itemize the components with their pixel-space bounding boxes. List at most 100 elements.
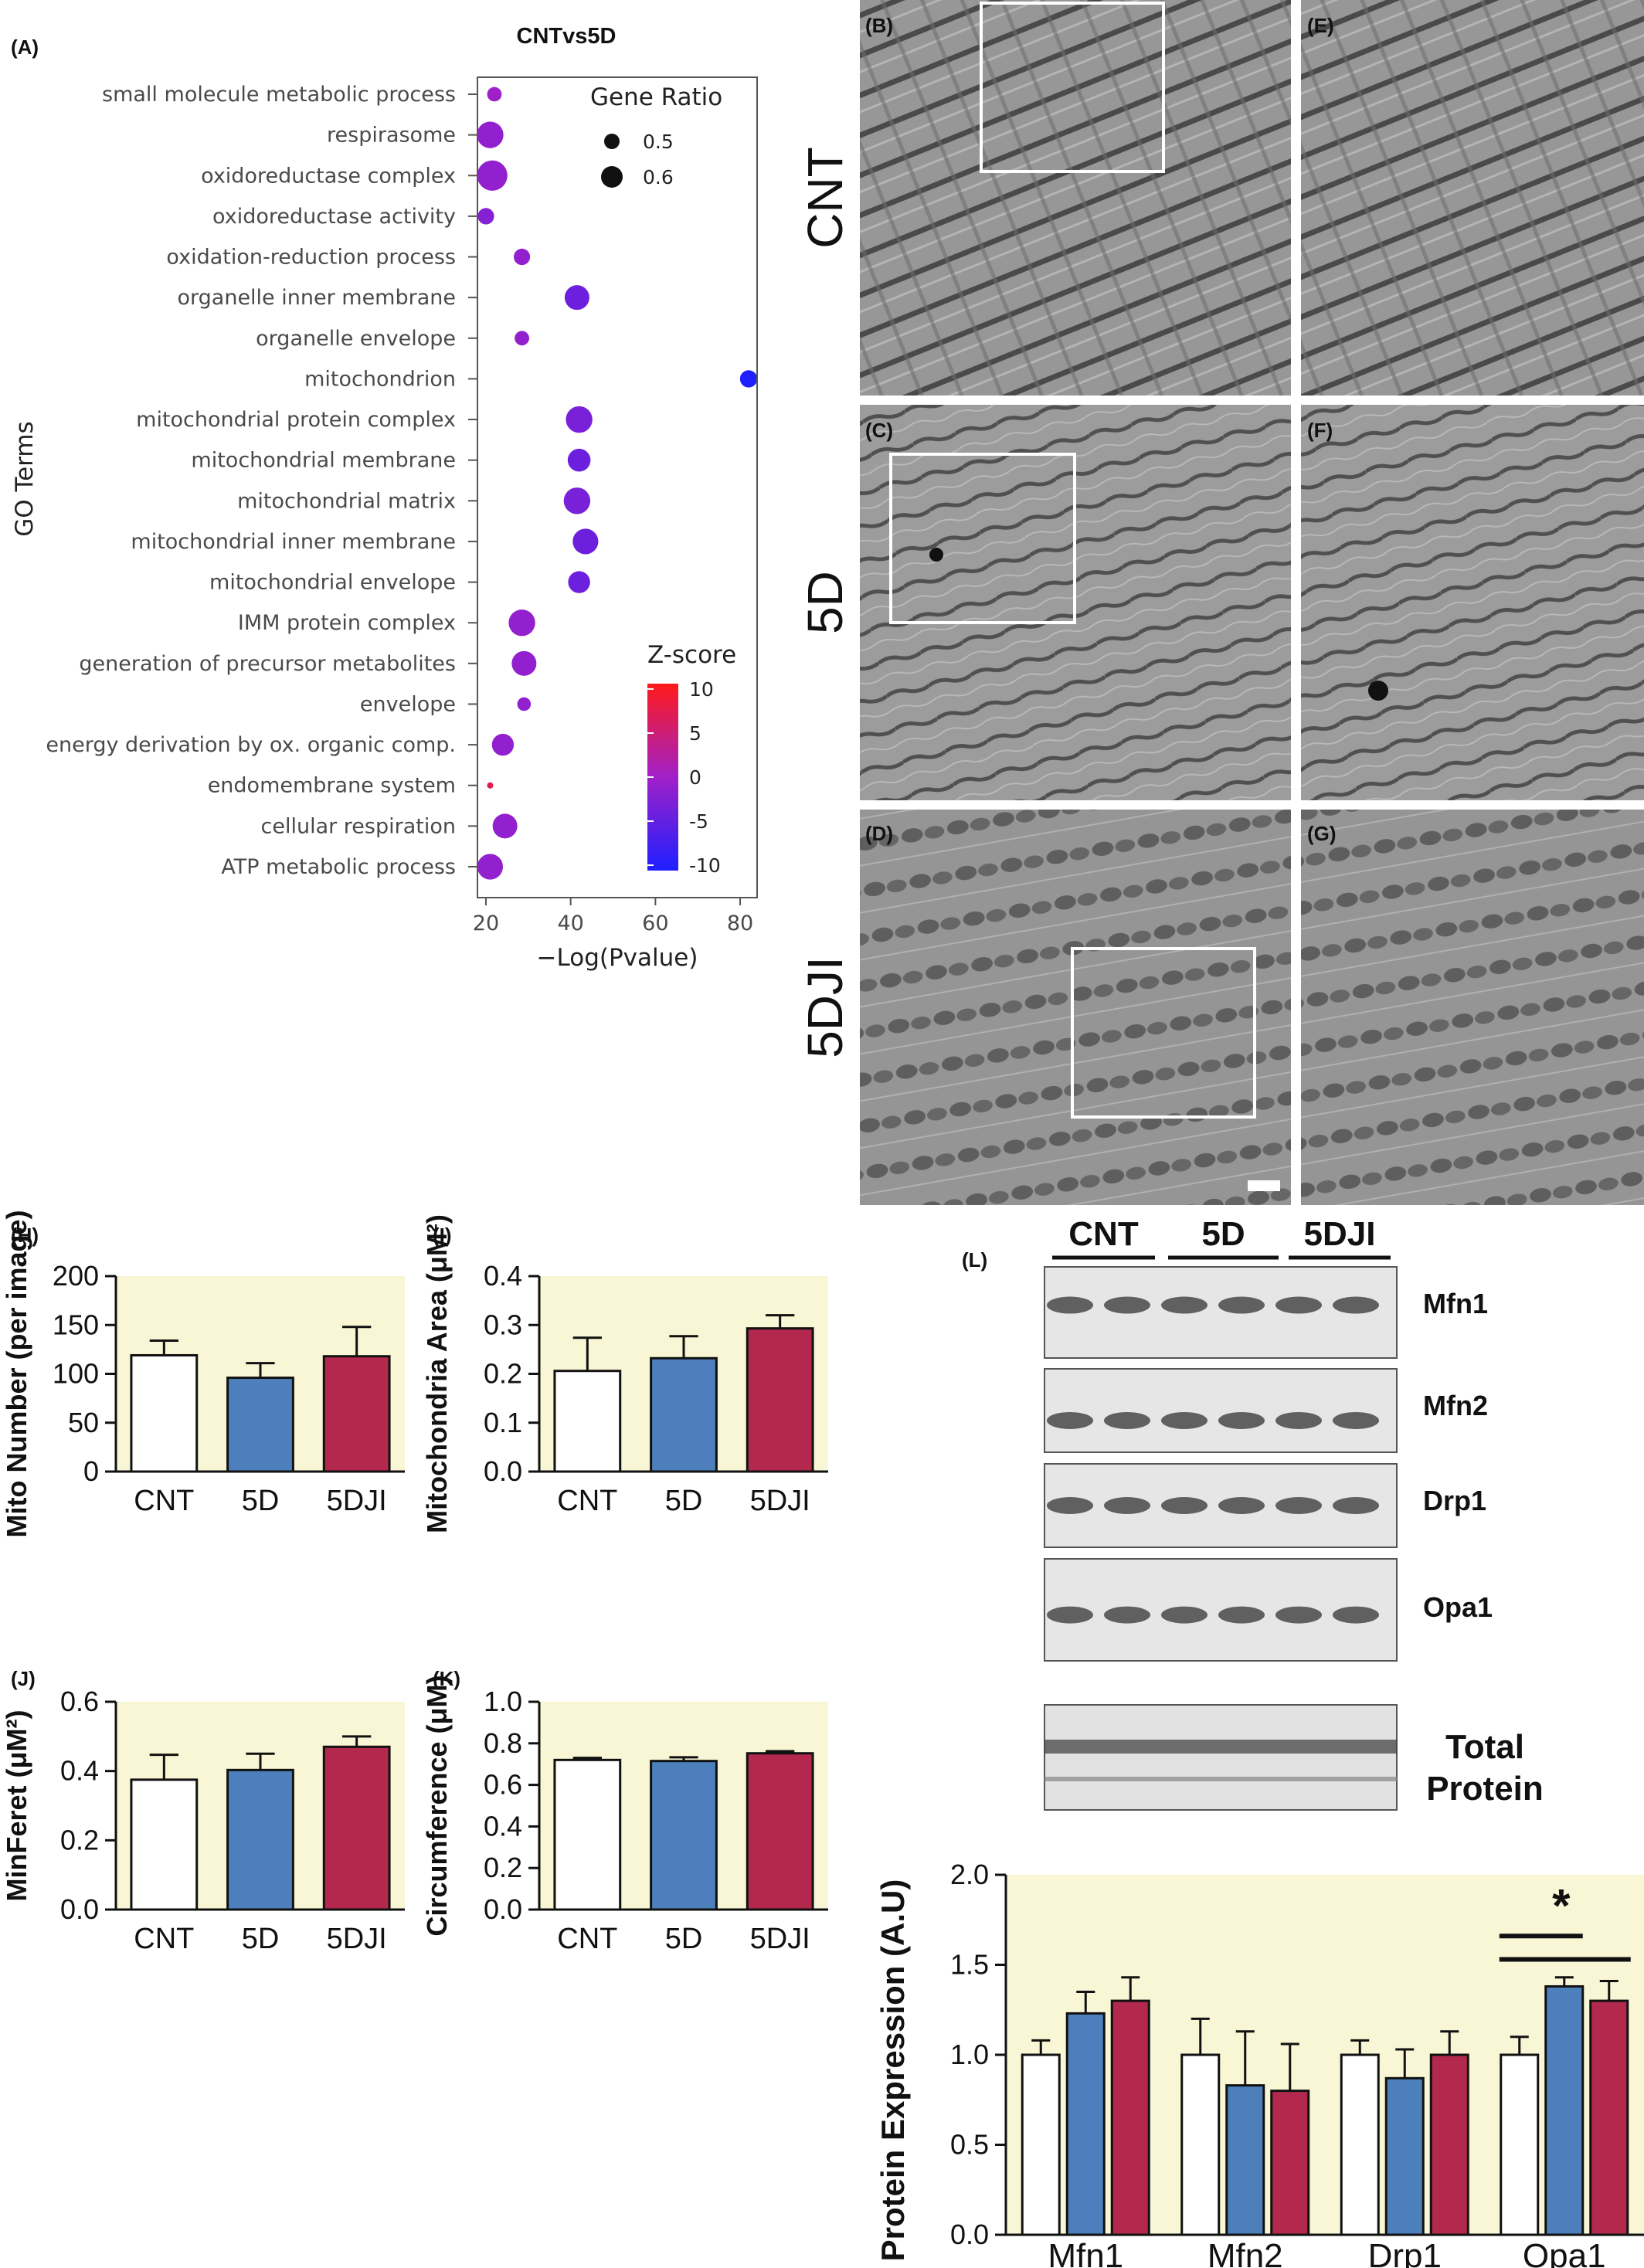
blot-band <box>1218 1497 1265 1514</box>
blot-protein-label: Opa1 <box>1423 1591 1493 1623</box>
em-row-label-5dji: 5DJI <box>797 956 853 1058</box>
em-image-f-5d-zoom <box>1301 405 1644 800</box>
go-term-point <box>564 285 589 311</box>
go-term-label: oxidoreductase complex <box>201 164 456 188</box>
em-image-d-5dji <box>860 810 1291 1205</box>
category-label: Mfn1 <box>1048 2237 1123 2268</box>
blot-band <box>1333 1296 1379 1314</box>
bar-drp1-5d <box>1384 2076 1425 2236</box>
go-term-point <box>487 87 502 102</box>
blot-total-label-line1: Total <box>1445 1728 1524 1766</box>
bar-chart-mito-number: 0 50 100 150 200 CNT 5D 5DJI Mito Number (per im… <box>1 1210 405 1538</box>
go-term-label: mitochondrial matrix <box>237 489 456 513</box>
em-dark-granule <box>1368 681 1388 701</box>
go-term-bubble-chart: (A) CNTvs5D GO Terms small molecule meta… <box>11 24 758 972</box>
blot-band <box>1047 1606 1093 1624</box>
y-tick-label: 1.0 <box>950 2039 989 2070</box>
go-legend: Gene Ratio 0.5 0.6 Z-score 10 5 0 -5 -10 <box>590 83 736 877</box>
blot-band <box>1333 1606 1379 1624</box>
y-tick-label: 0.0 <box>484 1455 522 1487</box>
bar-mfn1-5dji <box>1110 1999 1150 2236</box>
bar-drp1-5dji <box>1429 2053 1469 2236</box>
go-term-point <box>515 331 529 346</box>
blot-group-label: 5DJI <box>1304 1215 1376 1253</box>
zoom-box-c <box>889 453 1076 624</box>
y-axis-label: Circumference (μM) <box>421 1675 453 1936</box>
category-label: 5D <box>242 1485 280 1517</box>
go-term-point <box>487 782 494 789</box>
y-tick-label: 0.1 <box>484 1407 522 1438</box>
go-x-tick-label: 60 <box>642 912 668 935</box>
blot-band <box>1104 1497 1150 1514</box>
panel-label-b: (B) <box>865 14 893 37</box>
go-term-label: mitochondrial envelope <box>209 571 456 595</box>
blot-band <box>1218 1606 1265 1624</box>
go-term-label: mitochondrion <box>304 367 456 391</box>
blot-band <box>1104 1411 1150 1429</box>
western-blot-group-labels: CNT 5D 5DJI <box>1052 1215 1391 1260</box>
panel-label-a: (A) <box>11 36 39 59</box>
blot-strip <box>1044 1266 1398 1359</box>
blot-strip <box>1044 1368 1398 1453</box>
panel-label-i: (I) <box>433 1224 452 1247</box>
go-term-label: endomembrane system <box>208 774 456 798</box>
blot-strip-total-protein <box>1044 1704 1398 1811</box>
blot-band <box>1161 1411 1208 1429</box>
go-term-label: organelle envelope <box>256 327 456 351</box>
y-tick-label: 1.0 <box>484 1686 522 1717</box>
y-tick-label: 0.2 <box>60 1824 99 1855</box>
em-micrograph-grid: (B) (C) (D) (E) (F) (G) CNT 5D 5DJI <box>797 0 1644 1205</box>
bar-chart-protein-expression: 0.0 0.5 1.0 1.5 2.0 Mfn1 Mfn2 Drp1 Opa1 * Protein … <box>875 1859 1644 2268</box>
go-term-label: small molecule metabolic process <box>102 83 456 107</box>
category-label: 5D <box>242 1923 280 1955</box>
blot-band <box>1047 1497 1093 1514</box>
go-term-point <box>517 697 532 711</box>
bar-cnt <box>130 1353 199 1473</box>
y-axis-label: Mitochondria Area (μM²) <box>421 1214 453 1533</box>
category-label: Drp1 <box>1368 2237 1442 2268</box>
western-blot-strips: Mfn1 Mfn2 Drp1 Opa1 Total Protein <box>1044 1266 1544 1811</box>
zoom-box-d <box>1071 947 1256 1119</box>
bar-mfn2-cnt <box>1180 2053 1221 2236</box>
em-image-e-cnt-zoom <box>1301 0 1644 396</box>
y-tick-label: 0.6 <box>60 1686 99 1717</box>
y-tick-label: 0.0 <box>60 1893 99 1925</box>
go-term-label: respirasome <box>327 124 456 148</box>
blot-band <box>1047 1411 1093 1429</box>
bar-opa1-5d <box>1544 1984 1585 2236</box>
em-image-b-cnt <box>860 0 1291 396</box>
gene-ratio-legend-label-small: 0.5 <box>643 131 674 153</box>
blot-protein-label: Mfn1 <box>1423 1288 1488 1319</box>
go-term-point <box>492 813 518 839</box>
category-label: CNT <box>557 1923 617 1955</box>
bar-chart-circumference: 0.0 0.2 0.4 0.6 0.8 1.0 CNT 5D 5DJI Circumference… <box>421 1675 828 1955</box>
em-row-label-cnt: CNT <box>797 147 853 249</box>
go-term-point <box>511 650 537 676</box>
blot-band <box>1161 1296 1208 1314</box>
panel-label-c: (C) <box>865 419 893 442</box>
blot-group-label: 5D <box>1201 1215 1245 1253</box>
bar-cnt <box>553 1370 622 1473</box>
panel-label-j: (J) <box>11 1667 36 1690</box>
em-image-g-5dji-zoom <box>1301 810 1644 1205</box>
bar-drp1-cnt <box>1340 2053 1380 2236</box>
bar-5d <box>226 1377 294 1473</box>
bar-mfn2-5d <box>1225 2084 1265 2236</box>
go-term-label: oxidation-reduction process <box>166 246 456 270</box>
bar-5dji <box>746 1752 814 1911</box>
y-axis-label: Protein Expression (A.U) <box>875 1879 911 2262</box>
em-dark-granule <box>929 548 943 562</box>
category-label: Opa1 <box>1523 2237 1606 2268</box>
go-term-label: mitochondrial protein complex <box>136 408 456 432</box>
bar-mfn1-cnt <box>1021 2053 1061 2236</box>
zscore-tick-label: -5 <box>689 810 708 833</box>
zscore-colorbar-ticks: 10 5 0 -5 -10 <box>647 678 721 877</box>
y-axis-label: MinFeret (μM²) <box>1 1710 32 1902</box>
category-label: Mfn2 <box>1208 2237 1283 2268</box>
blot-band <box>1275 1497 1322 1514</box>
go-chart-y-axis-label: GO Terms <box>11 421 39 537</box>
go-term-point <box>739 370 758 388</box>
bar-cnt <box>130 1778 199 1911</box>
y-tick-label: 0.4 <box>60 1755 99 1787</box>
